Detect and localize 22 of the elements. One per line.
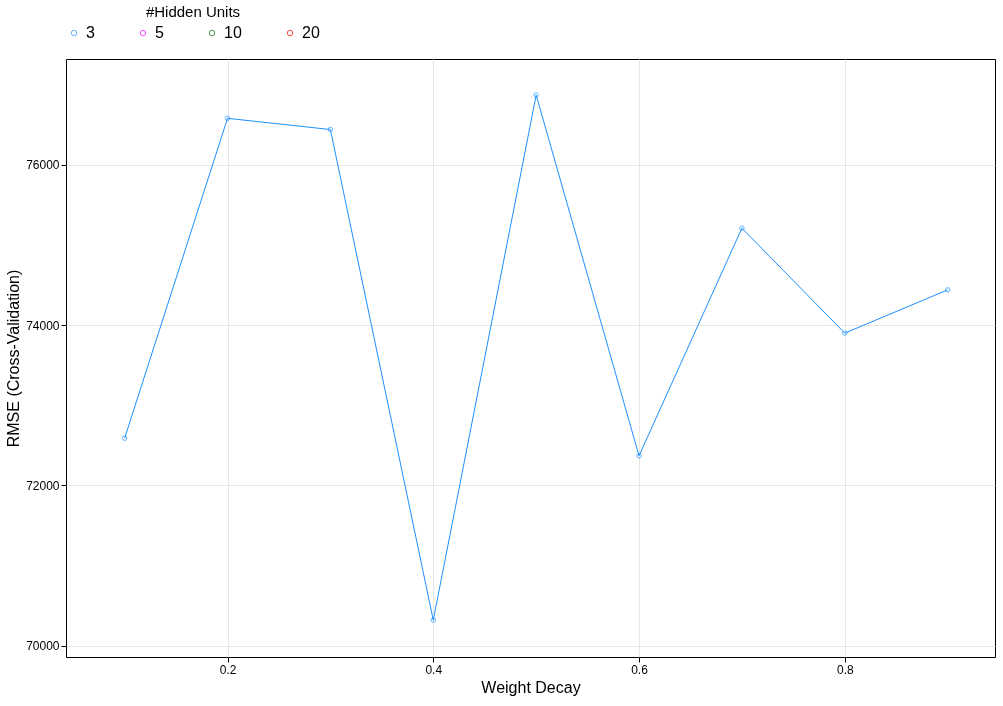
y-tick-label: 74000 xyxy=(26,318,60,333)
x-tick-label: 0.4 xyxy=(425,662,443,677)
legend-label: 20 xyxy=(302,24,320,41)
point xyxy=(842,330,848,336)
point xyxy=(739,225,745,231)
x-axis-title: Weight Decay xyxy=(481,678,581,696)
legend-label: 10 xyxy=(224,24,242,41)
y-axis-title: RMSE (Cross-Validation) xyxy=(5,269,23,448)
x-tick-label: 0.6 xyxy=(631,662,649,677)
point xyxy=(327,126,334,133)
y-tick-label: 72000 xyxy=(26,478,60,493)
point xyxy=(533,92,539,98)
legend-label: 3 xyxy=(86,24,95,41)
y-tick-label: 70000 xyxy=(26,639,60,654)
y-tick-label: 76000 xyxy=(26,158,60,173)
x-tick-label: 0.8 xyxy=(836,662,854,677)
legend-title: #Hidden Units xyxy=(145,3,241,20)
point xyxy=(430,617,437,623)
point xyxy=(636,453,642,459)
x-tick-label: 0.2 xyxy=(219,662,237,677)
legend-label: 5 xyxy=(155,24,164,41)
point xyxy=(224,115,231,122)
